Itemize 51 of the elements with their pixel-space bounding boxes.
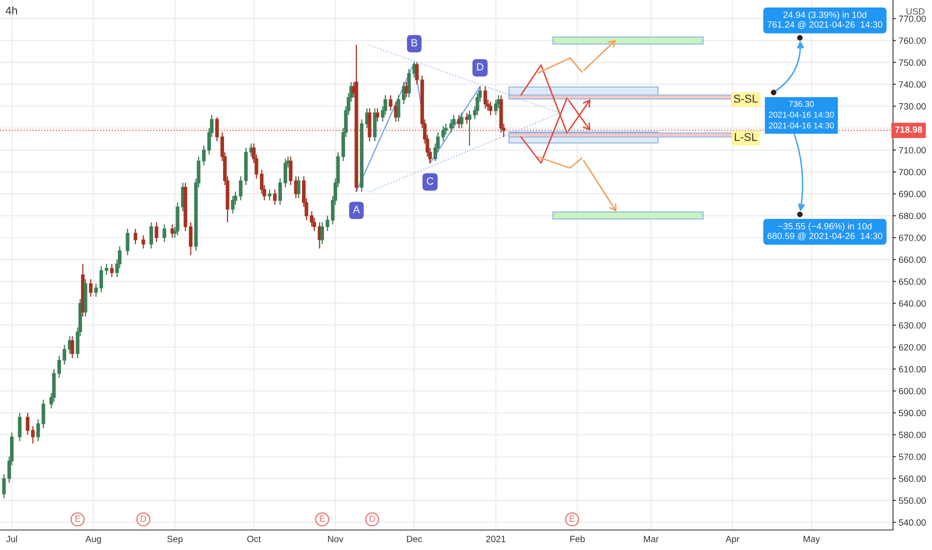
- y-tick-label: 760.00: [899, 37, 926, 44]
- x-tick-label: May: [804, 536, 820, 544]
- y-tick-label: 570.00: [898, 454, 926, 460]
- y-axis-title: USD: [906, 8, 924, 15]
- x-tick-label: Nov: [328, 536, 344, 542]
- annotation: A: [352, 206, 360, 214]
- y-tick-label: 710.00: [899, 146, 926, 154]
- y-tick-label: 580.00: [898, 432, 926, 438]
- annotation: E: [75, 516, 80, 522]
- annotation: D: [140, 516, 146, 522]
- annotation: L-SL: [734, 133, 758, 141]
- y-tick-label: 740.00: [899, 81, 926, 88]
- x-tick-label: 2021: [486, 536, 506, 542]
- x-tick-label: Dec: [406, 536, 422, 542]
- y-tick-label: 540.00: [898, 519, 926, 526]
- ref-line-label: 718.98: [895, 126, 922, 133]
- y-tick-label: 620.00: [899, 344, 926, 350]
- x-tick-label: Feb: [570, 536, 585, 542]
- x-tick-label: Aug: [85, 536, 101, 544]
- y-tick-label: 600.00: [899, 388, 926, 394]
- x-tick-label: Jul: [6, 536, 18, 542]
- y-tick-label: 770.00: [899, 16, 926, 22]
- x-tick-label: Apr: [726, 536, 740, 544]
- x-tick-label: Sep: [167, 536, 183, 544]
- y-tick-label: 550.00: [898, 497, 926, 504]
- annotation: E: [320, 516, 325, 522]
- annotation: E: [570, 516, 575, 522]
- y-tick-label: 560.00: [898, 476, 926, 482]
- annotation: D: [370, 516, 376, 522]
- chart-title: 4h: [6, 6, 17, 14]
- x-tick-label: Oct: [247, 536, 261, 542]
- y-tick-label: 630.00: [899, 322, 926, 329]
- y-tick-label: 730.00: [899, 103, 926, 110]
- annotation: 736.30 2021-04-16 14:30 2021-04-16 14:30: [768, 100, 834, 128]
- annotation: B: [412, 39, 418, 46]
- x-tick-label: Mar: [644, 536, 659, 542]
- y-tick-label: 640.00: [899, 300, 926, 307]
- annotation: 24.94 (3.39%) in 10d 761.24 @ 2021-04-26 14:30: [768, 11, 882, 29]
- annotation: −35.55 (−4.96%) in 10d 680.59 @ 2021-04-26 14:30: [768, 222, 882, 240]
- annotation: C: [426, 177, 434, 185]
- y-tick-label: 650.00: [899, 278, 926, 285]
- annotation: S-SL: [734, 94, 758, 103]
- y-tick-label: 660.00: [899, 256, 926, 263]
- y-tick-label: 680.00: [899, 212, 926, 220]
- y-tick-label: 610.00: [899, 366, 926, 372]
- annotation: D: [477, 63, 484, 70]
- y-tick-label: 690.00: [899, 190, 926, 198]
- y-tick-label: 590.00: [898, 410, 926, 416]
- y-tick-label: 700.00: [899, 168, 926, 176]
- y-tick-label: 750.00: [899, 59, 926, 66]
- y-tick-label: 670.00: [899, 234, 926, 241]
